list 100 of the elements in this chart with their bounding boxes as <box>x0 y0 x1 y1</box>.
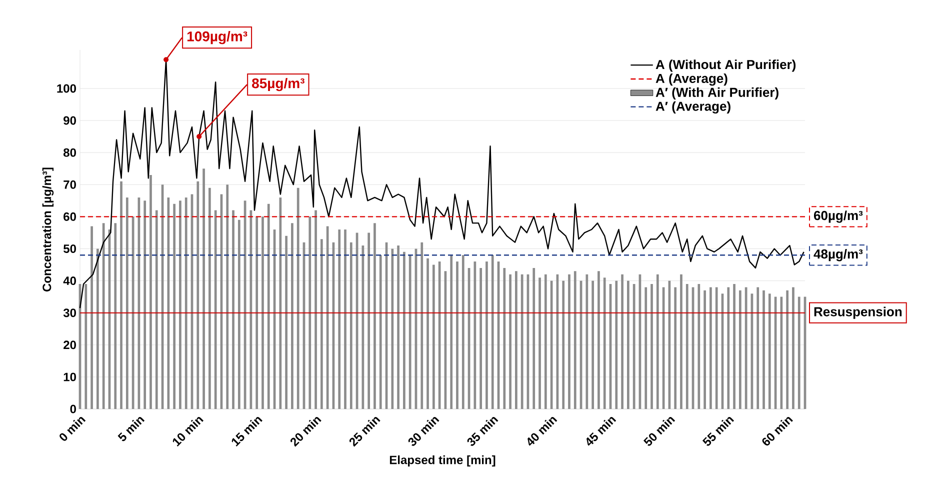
bar <box>532 268 536 409</box>
bar <box>150 175 152 409</box>
bar <box>126 197 128 409</box>
bar <box>420 242 424 409</box>
bar <box>202 168 205 409</box>
bar <box>733 284 736 409</box>
legend-label: A (Without Air Purifier) <box>656 60 796 72</box>
bar <box>786 290 789 409</box>
bar <box>798 296 800 409</box>
bar <box>486 262 488 409</box>
y-tick-label: 70 <box>64 180 76 189</box>
x-tick-label: 45 min <box>586 416 616 446</box>
bar <box>408 255 412 409</box>
bar <box>686 284 688 409</box>
bar <box>715 287 718 409</box>
bar <box>267 204 270 409</box>
bar <box>90 226 93 409</box>
x-tick-label: 40 min <box>528 416 558 446</box>
bar <box>586 274 588 409</box>
y-tick-label: 60 <box>64 212 76 221</box>
bar <box>710 287 712 409</box>
bar <box>621 274 624 409</box>
x-tick-label: 20 min <box>290 416 322 447</box>
bar <box>173 204 176 409</box>
bar <box>462 255 464 409</box>
bar <box>397 246 400 409</box>
bar <box>762 290 765 409</box>
y-tick-label: 0 <box>70 404 76 414</box>
y-tick-label: 90 <box>64 116 76 125</box>
bar <box>515 271 518 409</box>
bar <box>509 274 512 409</box>
bar <box>615 280 618 409</box>
bar <box>350 242 352 409</box>
bar <box>285 236 288 409</box>
bar <box>680 274 682 409</box>
x-tick-label: 0 min <box>60 416 86 441</box>
bar <box>232 210 234 409</box>
bar <box>120 181 122 409</box>
y-tick-label: 30 <box>63 308 76 318</box>
bar <box>114 223 117 409</box>
bar <box>167 197 170 409</box>
bar <box>627 280 630 409</box>
y-tick-label: 50 <box>64 244 76 253</box>
legend-label: A′ (Average) <box>656 101 730 114</box>
bar <box>279 197 282 409</box>
bar <box>368 232 370 409</box>
ref-line-label: Resuspension <box>814 306 902 319</box>
bar <box>374 223 376 409</box>
y-tick-label: 20 <box>64 340 76 350</box>
x-tick-label: 5 min <box>118 416 145 442</box>
y-tick-label: 10 <box>64 372 76 382</box>
x-tick-label: 35 min <box>467 416 498 446</box>
bar <box>296 188 300 409</box>
bar <box>474 262 476 409</box>
bar <box>426 258 429 409</box>
bar <box>179 200 182 409</box>
bar <box>538 278 541 409</box>
bar <box>238 220 240 409</box>
bar <box>503 268 506 409</box>
bar <box>344 229 346 409</box>
bar <box>656 274 659 409</box>
bar <box>698 284 700 409</box>
bar <box>262 216 264 409</box>
y-tick-label: 40 <box>63 276 76 286</box>
bar <box>568 274 570 409</box>
x-tick-label: 30 min <box>408 416 440 446</box>
bar <box>320 239 323 409</box>
bar <box>456 262 458 409</box>
bar <box>632 284 636 409</box>
bar <box>314 210 317 409</box>
bar <box>768 294 771 409</box>
bar <box>792 287 794 409</box>
legend-label: A′ (With Air Purifier) <box>656 87 778 100</box>
bar <box>544 274 547 409</box>
bar <box>403 252 406 409</box>
bar <box>84 284 88 409</box>
bar <box>562 280 565 409</box>
bar <box>674 287 677 409</box>
bar <box>756 287 760 409</box>
bar <box>450 255 453 409</box>
bar <box>603 278 606 409</box>
x-tick-label: 50 min <box>644 416 676 446</box>
bar <box>644 287 648 409</box>
bar <box>592 280 594 409</box>
bar <box>738 290 742 409</box>
y-tick-label: 100 <box>57 84 76 93</box>
y-axis-title: Concentration [µg/m³] <box>42 168 54 292</box>
bar <box>208 188 211 409</box>
bar <box>704 290 706 409</box>
x-tick-label: 55 min <box>702 416 734 446</box>
bar <box>184 197 188 409</box>
legend-label: A (Average) <box>656 73 728 86</box>
annotation: 85µg/m³ <box>252 78 304 92</box>
text: 60µg/m³ <box>814 210 863 223</box>
bar <box>214 210 217 409</box>
bar <box>650 284 653 409</box>
x-tick-label: 60 min <box>762 416 793 446</box>
x-tick-label: 15 min <box>232 416 262 446</box>
y-tick-label: 80 <box>64 148 76 157</box>
bar <box>155 210 158 409</box>
